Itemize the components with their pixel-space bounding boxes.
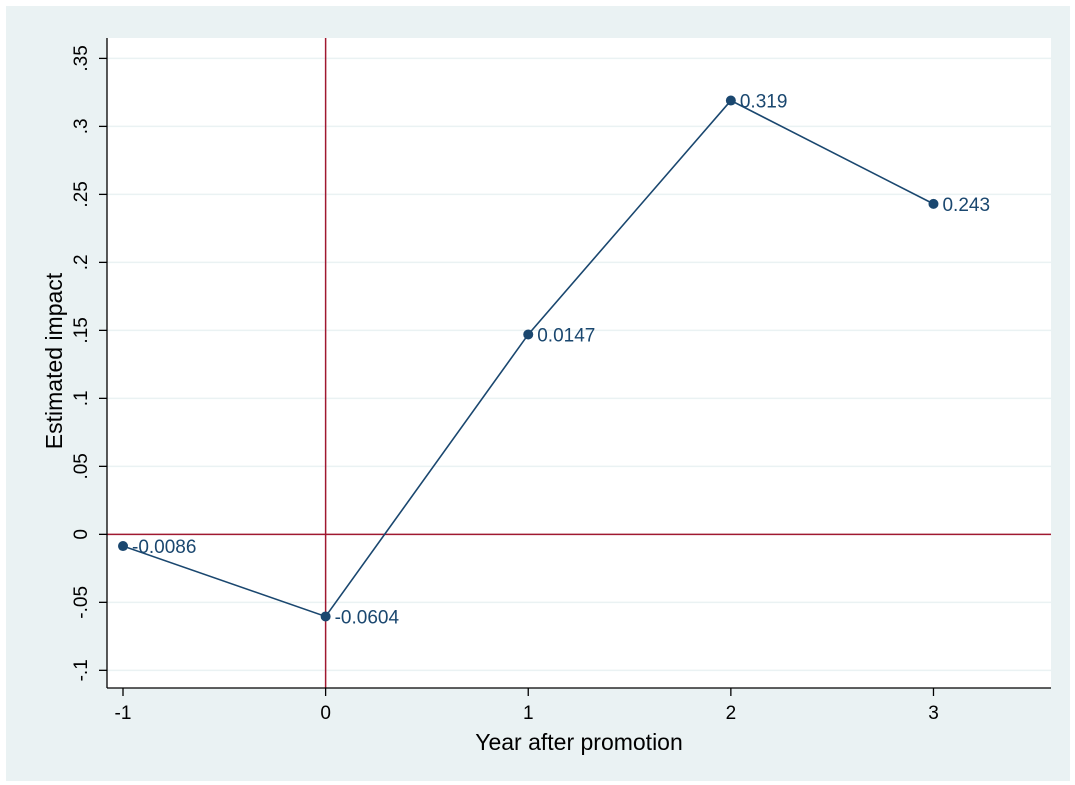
data-label: 0.0147 — [537, 325, 595, 346]
y-tick-label: .1 — [71, 390, 92, 406]
y-tick-label: .05 — [71, 453, 92, 479]
y-tick-label: .3 — [71, 118, 92, 134]
plot-area — [107, 38, 1051, 688]
x-tick-label: 2 — [726, 703, 737, 724]
data-point — [523, 329, 534, 340]
data-series — [118, 95, 939, 622]
data-labels: -0.0086 -0.0604 0.0147 0.319 0.243 — [132, 92, 990, 629]
data-label: 0.243 — [942, 195, 990, 216]
y-tick-label: .2 — [71, 254, 92, 270]
data-point — [320, 611, 331, 622]
axes: -.1 -.05 0 .05 .1 .15 .2 .25 .3 .35 -1 0 1 2 3 — [71, 38, 1051, 724]
reference-lines — [107, 38, 1051, 688]
y-tick-label: .15 — [71, 317, 92, 343]
x-axis-title: Year after promotion — [475, 729, 683, 755]
y-tick-label: .35 — [71, 45, 92, 71]
x-tick-label: 1 — [523, 703, 534, 724]
data-point — [725, 95, 736, 106]
data-label: -0.0604 — [335, 607, 400, 628]
data-label: 0.319 — [740, 92, 788, 113]
data-label: -0.0086 — [132, 537, 196, 558]
y-tick-label: -.1 — [71, 659, 92, 681]
y-axis-title: Estimated impact — [41, 272, 67, 449]
y-tick-label: -.05 — [71, 586, 92, 619]
x-tick-label: -1 — [115, 703, 132, 724]
data-point — [118, 541, 128, 552]
data-point — [928, 198, 939, 209]
x-tick-label: 0 — [320, 703, 331, 724]
y-tick-label: .25 — [71, 181, 92, 207]
x-tick-label: 3 — [928, 703, 939, 724]
y-tick-label: 0 — [71, 529, 92, 540]
